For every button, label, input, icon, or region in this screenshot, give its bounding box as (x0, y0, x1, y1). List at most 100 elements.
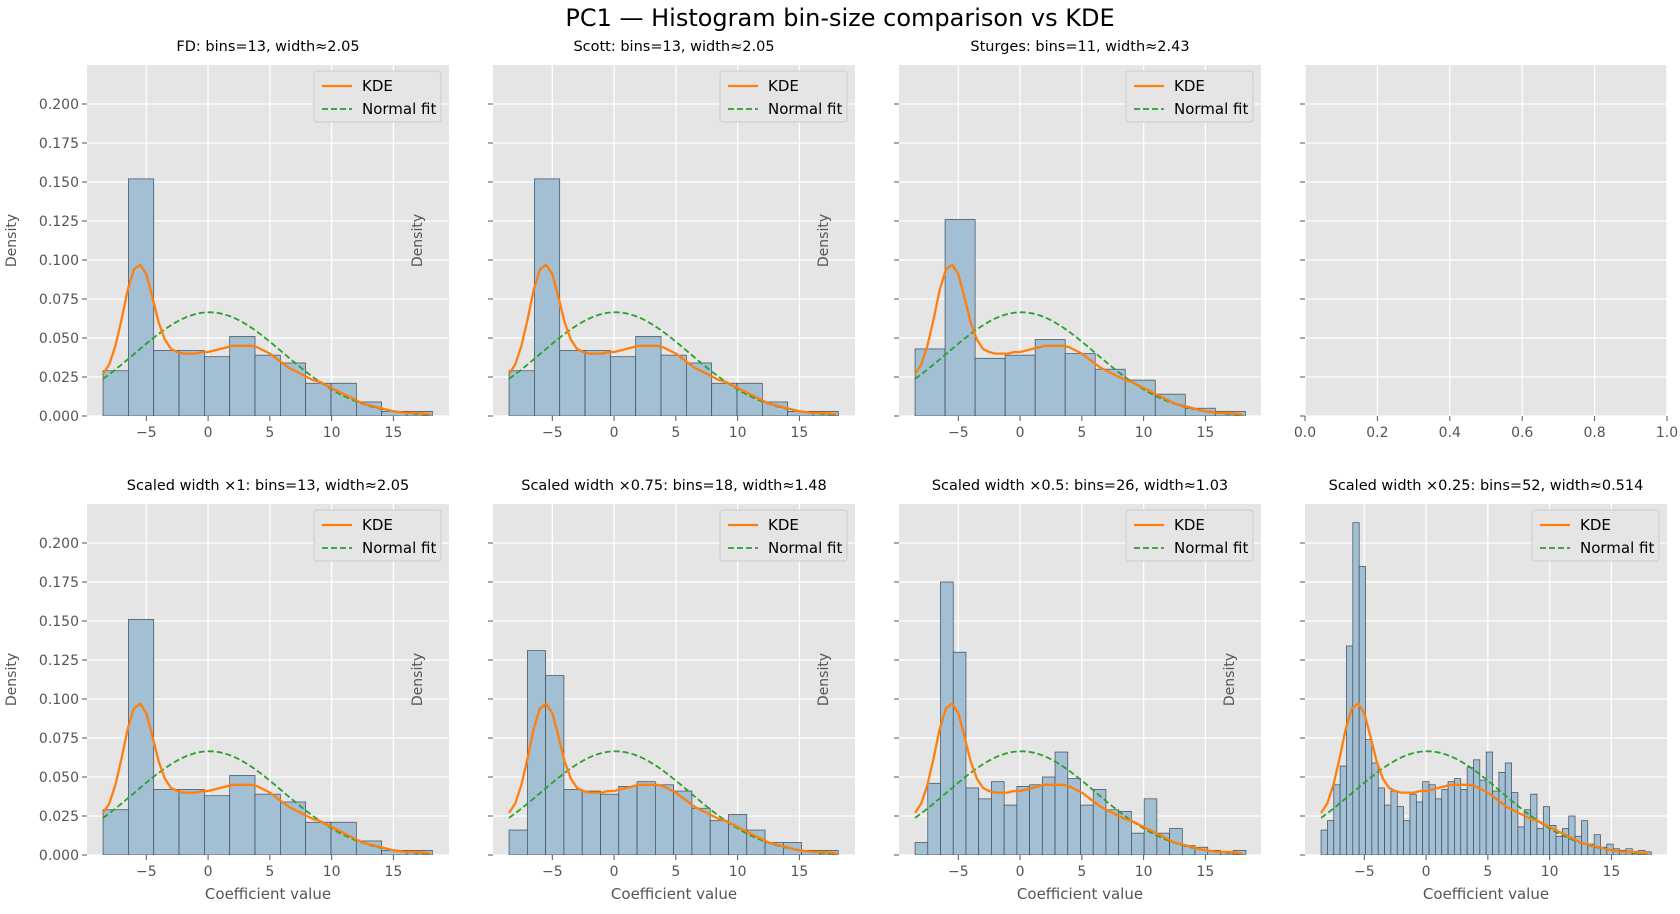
y-tick-label: 0.100 (39, 253, 79, 269)
histogram-bar (673, 790, 693, 855)
histogram-bar (128, 178, 155, 416)
legend-kde-label: KDE (1174, 77, 1205, 95)
histogram (914, 219, 1246, 416)
histogram-bar (654, 784, 674, 855)
histogram-bar (1094, 368, 1126, 416)
x-tick-label: 0.8 (1583, 425, 1605, 441)
histogram-bar (1415, 801, 1424, 855)
histogram-bar (1536, 828, 1544, 855)
x-tick-label: 5 (265, 425, 274, 441)
histogram-bar (1511, 792, 1519, 855)
x-tick-label: −5 (948, 864, 969, 880)
x-tick-label: 5 (671, 425, 680, 441)
x-tick-label: 10 (1135, 864, 1153, 880)
histogram (102, 619, 433, 855)
histogram-bar (204, 795, 231, 855)
normal-fit-line (914, 750, 1243, 855)
x-tick-label: 10 (729, 425, 747, 441)
histogram-bar (1131, 832, 1145, 855)
subplot-title: FD: bins=13, width≈2.05 (176, 39, 359, 55)
y-tick-label: 0.200 (39, 536, 79, 552)
histogram-bar (1562, 828, 1570, 855)
legend: KDE Normal fit (313, 70, 442, 123)
histogram (914, 581, 1247, 855)
x-axis-label: Coefficient value (1017, 885, 1143, 903)
x-tick-label: 10 (323, 425, 341, 441)
histogram-bar (978, 798, 992, 855)
kde-line (1320, 702, 1649, 855)
legend-normal-label: Normal fit (768, 100, 842, 118)
x-tick-label: 15 (1196, 425, 1214, 441)
y-tick-label: 0.075 (39, 731, 79, 747)
x-tick-label: 15 (790, 425, 808, 441)
histogram-bar (584, 350, 611, 416)
histogram-bar (1041, 776, 1056, 855)
histogram-bar (1403, 820, 1411, 855)
x-tick-label: 0.0 (1294, 425, 1316, 441)
legend: KDE Normal fit (1125, 509, 1254, 562)
x-tick-label: 0.6 (1511, 425, 1533, 441)
histogram-bar (545, 675, 565, 855)
x-tick-label: −5 (136, 864, 157, 880)
histogram-bar (1568, 815, 1576, 855)
histogram-bar (1422, 781, 1430, 855)
normal-fit-line (508, 750, 837, 855)
y-tick-label: 0.075 (39, 292, 79, 308)
histogram-bar (1016, 786, 1030, 855)
histogram-bar (1555, 835, 1563, 855)
histogram-bar (153, 350, 180, 416)
x-tick-label: −5 (542, 425, 563, 441)
histogram-bar (229, 775, 256, 855)
histogram-bar (508, 370, 535, 416)
x-tick-label: 10 (1135, 425, 1153, 441)
subplot-1: −5 0 5 10 15 0.000 0.025 0.050 0.075 0.100 0.125 0.… (4, 39, 449, 441)
x-tick-label: 0 (1016, 425, 1025, 441)
subplot-title: Scott: bins=13, width≈2.05 (573, 39, 774, 55)
subplot-title: Scaled width ×0.5: bins=26, width≈1.03 (932, 478, 1228, 494)
subplot-6: −5 0 5 10 15 Scaled width ×0.75: bins=18, wid… (410, 478, 855, 903)
histogram-bar (1581, 820, 1589, 855)
histogram-bar (1320, 829, 1328, 855)
x-tick-label: 15 (1602, 864, 1620, 880)
histogram-bar (1327, 820, 1335, 855)
kde-line (102, 263, 431, 416)
histogram-bar (1542, 806, 1551, 855)
histogram-bar (1064, 353, 1096, 416)
histogram-bar (618, 786, 638, 855)
x-tick-label: 1.0 (1656, 425, 1678, 441)
subplot-4: 0.0 0.2 0.4 0.6 0.8 1.0 (1294, 65, 1678, 441)
histogram-bar (1365, 739, 1373, 855)
histogram-bar (1441, 789, 1449, 855)
y-tick-label: 0.125 (39, 653, 79, 669)
x-tick-label: 10 (1541, 864, 1559, 880)
subplot-title: Sturges: bins=11, width≈2.43 (970, 39, 1189, 55)
x-tick-label: 5 (1077, 425, 1086, 441)
x-tick-label: 0.4 (1439, 425, 1461, 441)
legend-normal-label: Normal fit (1174, 539, 1248, 557)
y-tick-label: 0.000 (39, 848, 79, 864)
x-tick-label: 0 (610, 864, 619, 880)
y-axis-label: Density (1222, 653, 1238, 706)
x-tick-label: 15 (790, 864, 808, 880)
x-axis-label: Coefficient value (205, 885, 331, 903)
histogram-bar (1390, 790, 1398, 855)
y-axis-label: Density (4, 653, 20, 706)
histogram-bar (526, 650, 546, 855)
histogram-bar (711, 382, 738, 416)
histogram-bar (1384, 804, 1392, 855)
histogram-bar (280, 362, 307, 416)
histogram-bar (1466, 767, 1474, 855)
histogram-bar (1080, 804, 1094, 855)
x-tick-label: 10 (323, 864, 341, 880)
legend: KDE Normal fit (1531, 509, 1660, 562)
x-tick-label: 0 (610, 425, 619, 441)
y-tick-label: 0.150 (39, 175, 79, 191)
x-tick-label: 5 (265, 864, 274, 880)
histogram-bar (178, 350, 205, 416)
histogram-bar (600, 793, 620, 855)
subplot-7: −5 0 5 10 15 Scaled width ×0.5: bins=26, widt… (816, 478, 1261, 903)
y-tick-label: 0.000 (39, 409, 79, 425)
subplot-title: Scaled width ×0.25: bins=52, width≈0.514 (1329, 478, 1644, 494)
histogram-bar (1530, 793, 1538, 855)
